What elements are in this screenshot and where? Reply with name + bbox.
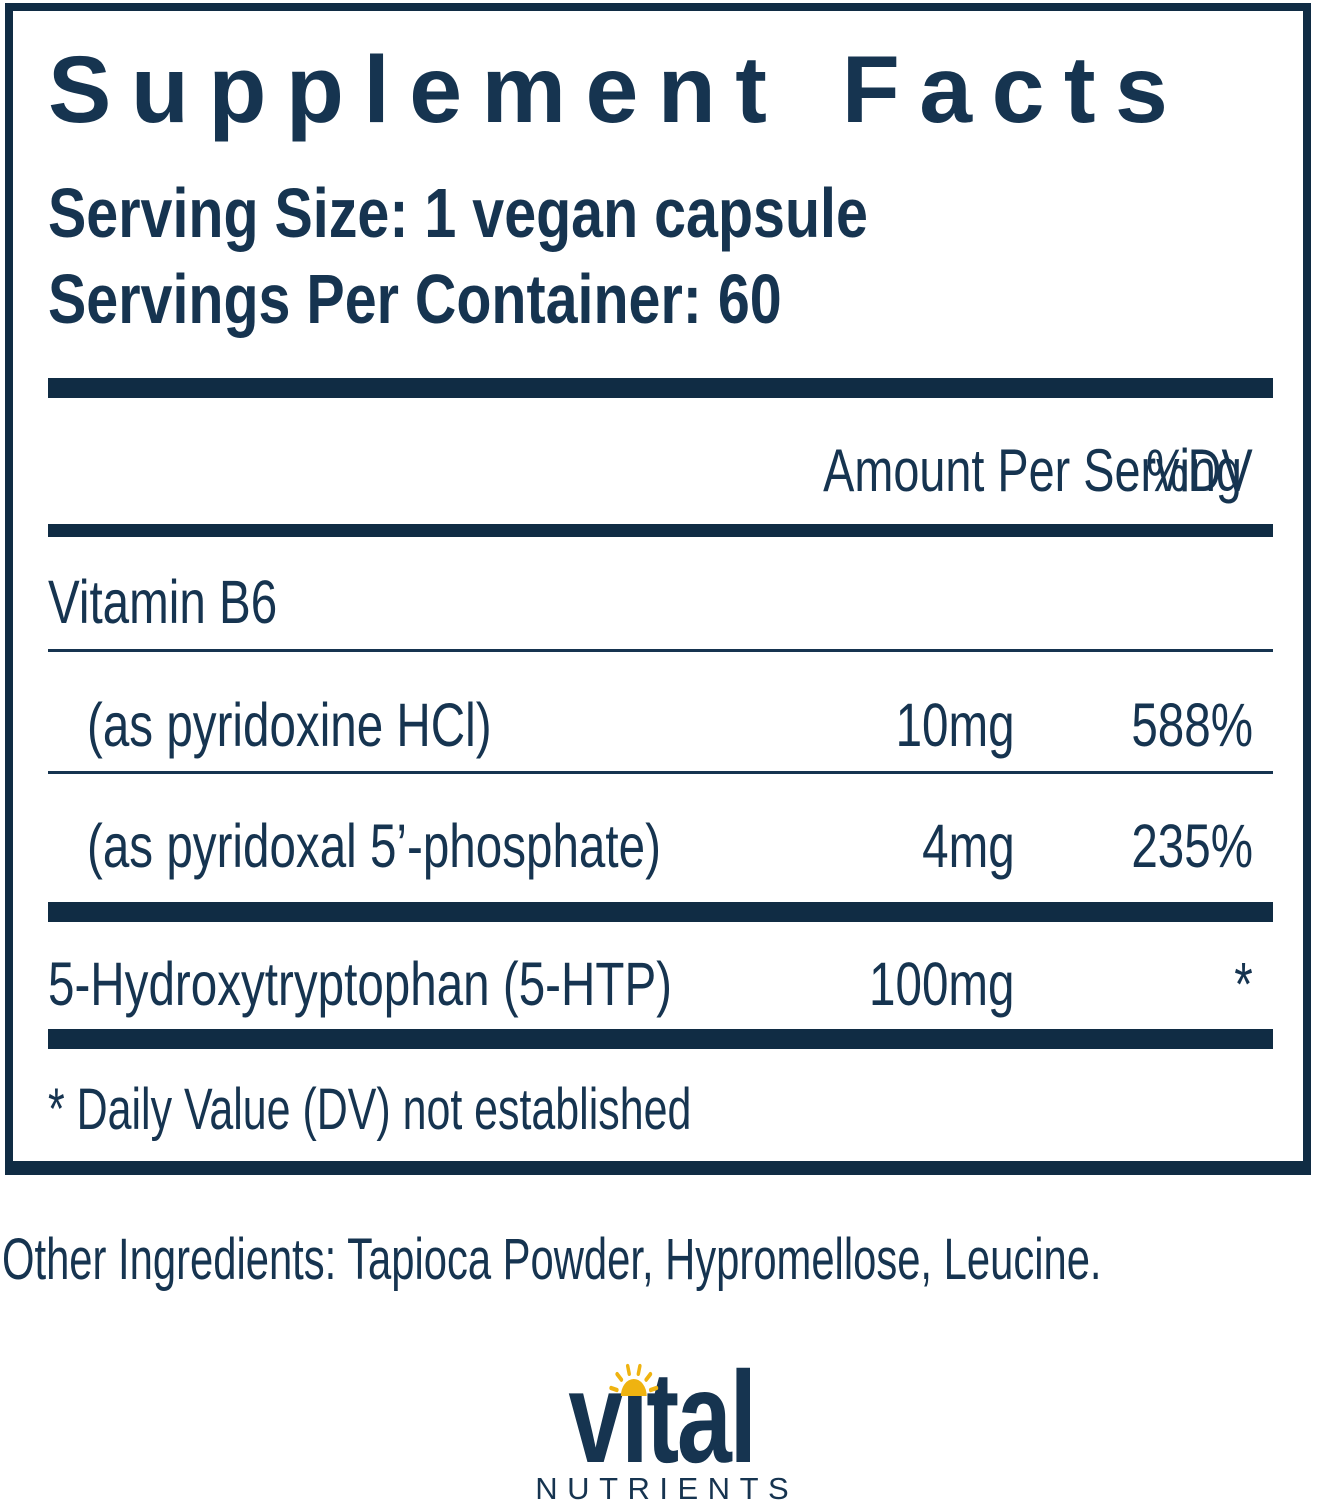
table-row-vitamin-b6: Vitamin B6 (48, 567, 1273, 639)
thick-divider-bar (48, 902, 1273, 922)
thick-divider-bar (48, 378, 1273, 398)
ingredient-name: (as pyridoxine HCl) (87, 691, 492, 759)
servings-per-container-line: Servings Per Container: 60 (48, 264, 1273, 334)
serving-size-line: Serving Size: 1 vegan capsule (48, 178, 1273, 248)
brand-wordmark-text: vıtal (568, 1344, 758, 1490)
ingredient-dv: 588% (1131, 691, 1253, 759)
serving-size-text: Serving Size: 1 vegan capsule (48, 174, 868, 252)
daily-value-footnote: * Daily Value (DV) not established (48, 1077, 692, 1142)
table-row-pyridoxal-5-phosphate: (as pyridoxal 5’-phosphate) 4mg 235% (48, 811, 1273, 883)
medium-divider-bar (48, 524, 1273, 537)
other-ingredients-text: Other Ingredients: Tapioca Powder, Hypro… (2, 1227, 1102, 1292)
ingredient-name: Vitamin B6 (48, 568, 278, 636)
thick-divider-bar (48, 1029, 1273, 1049)
header-percent-dv: %DV (1146, 437, 1253, 504)
brand-wordmark: vıtal (569, 1352, 758, 1482)
sun-icon (609, 1363, 659, 1396)
vital-nutrients-logo: vıtal (0, 1352, 1324, 1482)
ingredient-name: 5-Hydroxytryptophan (5-HTP) (48, 950, 673, 1018)
ingredient-amount: 10mg (895, 691, 1015, 759)
ingredient-amount: 4mg (922, 812, 1015, 880)
table-row-pyridoxine-hcl: (as pyridoxine HCl) 10mg 588% (48, 690, 1273, 762)
panel-title: Supplement Facts (48, 37, 1188, 143)
thin-divider-line (48, 649, 1273, 652)
ingredient-name: (as pyridoxal 5’-phosphate) (87, 812, 661, 880)
ingredient-dv: 235% (1131, 812, 1253, 880)
supplement-facts-panel: Supplement Facts Serving Size: 1 vegan c… (5, 3, 1311, 1175)
ingredient-amount: 100mg (869, 950, 1015, 1018)
ingredient-amount (705, 567, 1015, 639)
servings-per-container-text: Servings Per Container: 60 (48, 260, 782, 338)
ingredient-dv (1015, 567, 1273, 639)
ingredient-dv: * (1234, 950, 1253, 1018)
thin-divider-line (48, 771, 1273, 774)
table-header-row: Amount Per Serving %DV (48, 436, 1273, 504)
table-row-5-htp: 5-Hydroxytryptophan (5-HTP) 100mg * (48, 949, 1273, 1021)
brand-subtext: NUTRIENTS (535, 1471, 799, 1506)
header-amount-per-serving: Amount Per Serving (823, 437, 1242, 504)
